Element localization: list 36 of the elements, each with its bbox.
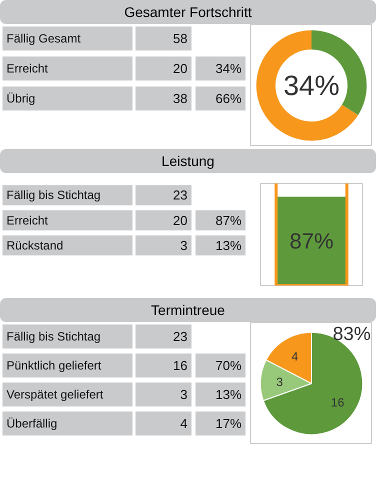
text: 87%: [215, 212, 242, 228]
data-label: 3: [276, 374, 284, 389]
text: 17%: [215, 416, 242, 431]
text: 20: [173, 212, 188, 228]
text: 58: [173, 31, 188, 46]
text: 34%: [215, 61, 242, 76]
text: 83%: [332, 324, 371, 346]
text: 23: [173, 188, 188, 203]
category-label: Fällig bis Stichtag: [6, 188, 101, 202]
text: 20: [173, 61, 188, 76]
category-label: Fällig Gesamt: [6, 32, 82, 46]
text: 70%: [215, 358, 242, 373]
data-label: 87%: [289, 228, 334, 254]
text: 66%: [215, 91, 242, 106]
text: 13%: [215, 238, 242, 253]
category-label: Übrig: [6, 92, 36, 106]
text: Gesamter Fortschritt: [0, 0, 376, 24]
category-label: Verspätet geliefert: [6, 388, 104, 402]
text: 38: [173, 91, 188, 106]
text: 23: [173, 329, 188, 344]
text: Termintreue: [0, 298, 376, 322]
category-label: Rückstand: [6, 238, 64, 252]
data-label: 4: [292, 350, 299, 364]
text: 34%: [283, 70, 340, 101]
category-label: Überfällig: [6, 416, 58, 430]
category-label: Fällig bis Stichtag: [6, 330, 101, 344]
category-label: Erreicht: [6, 213, 49, 228]
text: 4: [180, 416, 188, 431]
text: 16: [173, 358, 188, 373]
text: Leistung: [0, 149, 376, 173]
category-label: Erreicht: [6, 62, 49, 76]
text: 3: [180, 238, 188, 253]
data-label: 16: [330, 395, 345, 410]
text: 13%: [215, 387, 242, 402]
text: 3: [180, 387, 188, 402]
category-label: Pünktlich geliefert: [6, 358, 102, 372]
